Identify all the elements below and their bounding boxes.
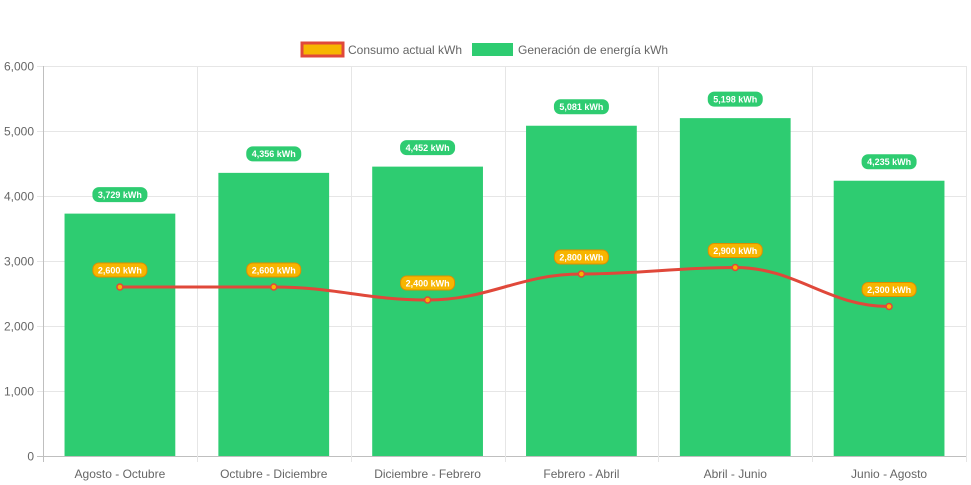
bar-value-label-bg bbox=[400, 140, 456, 156]
y-tick-label: 2,000 bbox=[4, 320, 34, 334]
legend-swatch-generacion bbox=[472, 43, 513, 56]
bar-value-label: 4,356 kWh bbox=[252, 149, 296, 159]
bar-value-label: 4,452 kWh bbox=[406, 143, 450, 153]
bar-value-label-bg bbox=[861, 154, 917, 170]
y-tick-label: 1,000 bbox=[4, 385, 34, 399]
line-value-label: 2,800 kWh bbox=[559, 252, 603, 262]
bar bbox=[679, 118, 791, 456]
line-value-label-bg bbox=[92, 262, 148, 278]
x-axis-ticks: Agosto - Octubre Octubre - Diciembre Dicie… bbox=[75, 467, 928, 481]
legend-label-consumo: Consumo actual kWh bbox=[348, 43, 462, 57]
series-line bbox=[119, 265, 890, 308]
y-tick-label: 4,000 bbox=[4, 190, 34, 204]
line-value-label: 2,900 kWh bbox=[713, 246, 757, 256]
line-value-label: 2,400 kWh bbox=[406, 278, 450, 288]
line-point bbox=[423, 296, 432, 304]
bar-value-label: 3,729 kWh bbox=[98, 190, 142, 200]
bar bbox=[218, 172, 330, 457]
gridlines bbox=[37, 66, 967, 462]
line-value-label-bg bbox=[246, 262, 302, 278]
line-value-label-bg bbox=[553, 249, 609, 265]
bar bbox=[833, 180, 945, 456]
bar bbox=[64, 213, 176, 456]
legend-swatch-consumo bbox=[300, 41, 345, 58]
line-point bbox=[731, 263, 739, 272]
bar-value-label-bg bbox=[92, 187, 148, 203]
bar-series bbox=[64, 118, 945, 457]
bar-value-label-bg bbox=[707, 91, 763, 107]
bar bbox=[372, 166, 483, 456]
x-tick-label: Octubre - Diciembre bbox=[220, 467, 328, 481]
line-value-label-bg bbox=[707, 243, 763, 258]
x-tick-label: Diciembre - Febrero bbox=[374, 467, 481, 481]
line-value-label: 2,600 kWh bbox=[252, 265, 296, 275]
y-axis-ticks: 0 1,000 2,000 3,000 4,000 5,000 6,000 bbox=[4, 60, 34, 464]
line-value-label: 2,300 kWh bbox=[867, 285, 911, 295]
legend-label-generacion: Generación de energía kWh bbox=[518, 43, 668, 57]
y-tick-label: 5,000 bbox=[4, 125, 34, 139]
line-point bbox=[116, 283, 124, 291]
y-tick-label: 3,000 bbox=[4, 255, 34, 269]
data-labels: 3,729 kWh 4,356 kWh 4,452 kWh 5,081 kWh 5,19… bbox=[92, 91, 917, 297]
line-point bbox=[577, 270, 586, 278]
line-value-label-bg bbox=[400, 275, 456, 291]
y-tick-label: 6,000 bbox=[4, 60, 34, 74]
line-series bbox=[116, 263, 893, 311]
x-tick-label: Febrero - Abril bbox=[543, 467, 619, 481]
x-tick-label: Agosto - Octubre bbox=[75, 467, 166, 481]
bar-value-label: 5,081 kWh bbox=[559, 102, 603, 112]
x-tick-label: Abril - Junio bbox=[704, 467, 768, 481]
bar-value-label-bg bbox=[246, 146, 302, 162]
bar-value-label-bg bbox=[553, 99, 609, 115]
bar-value-label: 4,235 kWh bbox=[867, 157, 911, 167]
line-point bbox=[885, 302, 893, 311]
legend: Consumo actual kWh Generación de energía … bbox=[300, 41, 668, 58]
line-value-label: 2,600 kWh bbox=[98, 265, 142, 275]
bar bbox=[526, 125, 637, 457]
bar-value-label: 5,198 kWh bbox=[713, 94, 757, 104]
y-tick-label: 0 bbox=[27, 450, 34, 464]
x-tick-label: Junio - Agosto bbox=[851, 467, 927, 481]
line-point bbox=[270, 283, 278, 291]
line-value-label-bg bbox=[861, 282, 917, 297]
